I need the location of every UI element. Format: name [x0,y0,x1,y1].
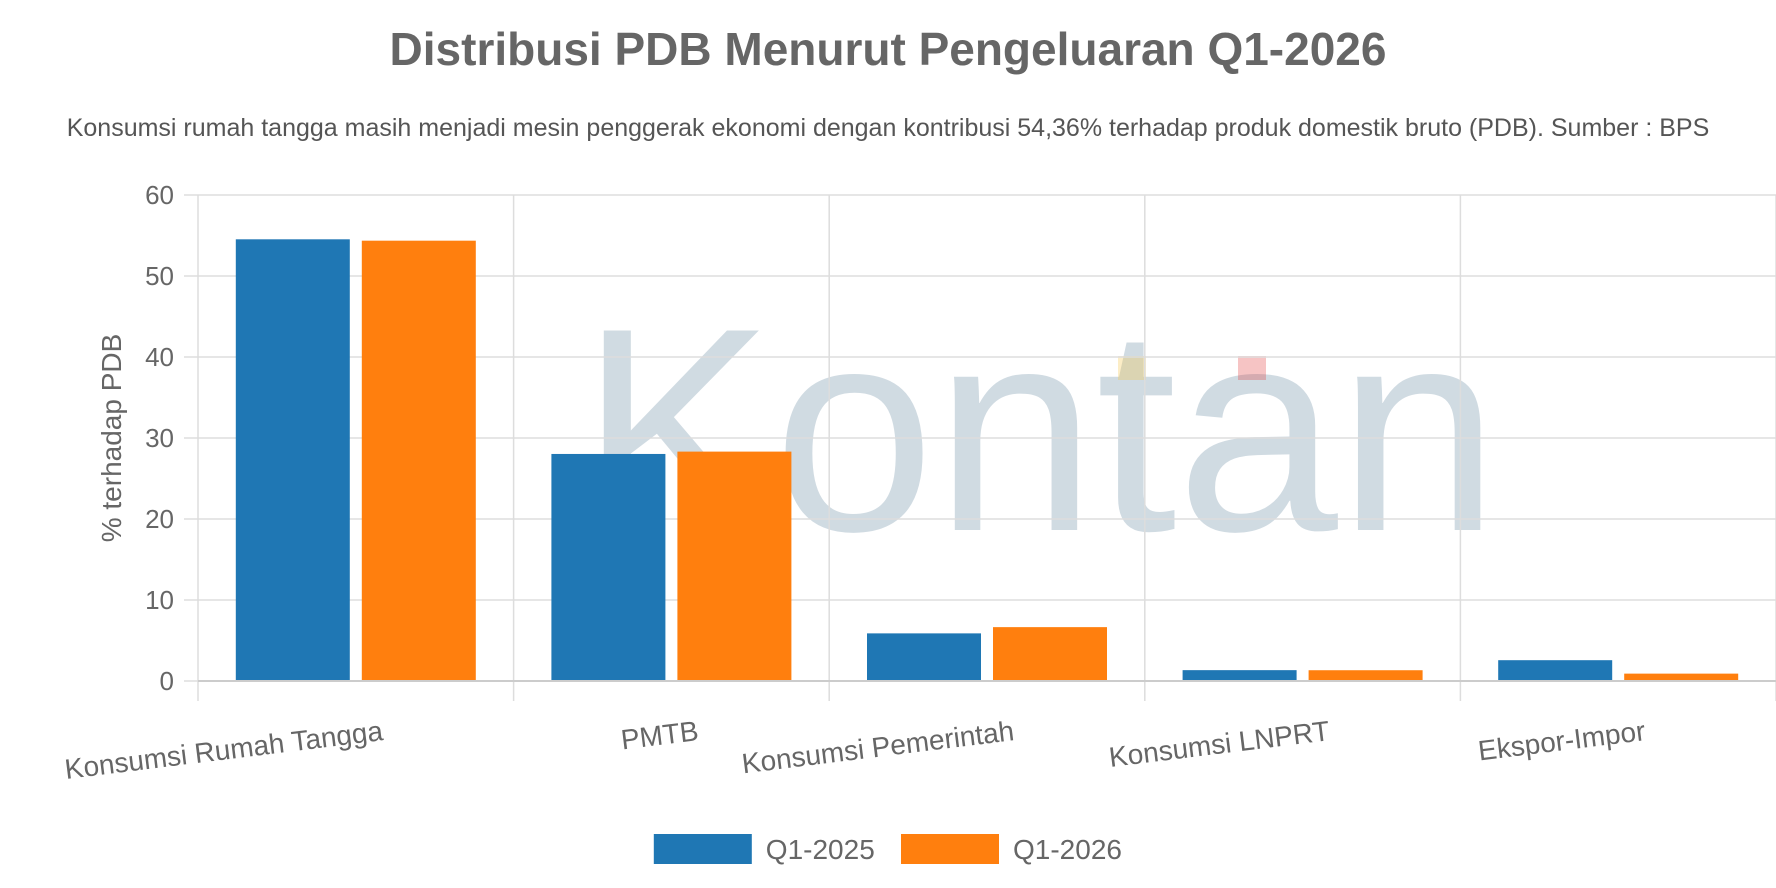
y-tick-label: 10 [145,585,174,615]
x-category-label: Konsumsi Rumah Tangga [63,715,385,785]
bar-q1-2025-4 [1182,670,1297,681]
bar-q1-2025-3 [867,633,981,681]
bar-q1-2026-5 [1624,673,1739,681]
x-category-label: Ekspor-Impor [1476,715,1647,766]
bars [235,239,1739,681]
chart-subtitle: Konsumsi rumah tangga masih menjadi mesi… [66,114,1710,142]
legend-swatch [653,834,752,864]
x-category-label: PMTB [619,715,700,755]
legend-label: Q1-2026 [1013,834,1122,865]
bar-q1-2025-5 [1498,660,1613,681]
y-tick-label: 60 [145,180,174,210]
y-tick-label: 40 [145,342,174,372]
bar-q1-2026-3 [993,627,1107,681]
x-category-label: Konsumsi LNPRT [1107,715,1331,773]
y-tick-label: 0 [160,666,174,696]
y-tick-label: 20 [145,504,174,534]
y-tick-label: 30 [145,423,174,453]
y-axis-label: % terhadap PDB [96,334,127,543]
legend-swatch [901,834,999,864]
bar-q1-2026-4 [1308,670,1423,681]
bar-q1-2025-1 [235,239,350,681]
legend-label: Q1-2025 [766,834,875,865]
bar-q1-2026-1 [361,240,476,681]
chart-title: Distribusi PDB Menurut Pengeluaran Q1-20… [389,23,1387,75]
bar-q1-2026-2 [677,451,792,681]
bar-q1-2025-2 [551,453,666,681]
legend: Q1-2025 Q1-2026 [653,834,1122,865]
y-tick-label: 50 [145,261,174,291]
x-category-label: Konsumsi Pemerintah [740,715,1016,779]
